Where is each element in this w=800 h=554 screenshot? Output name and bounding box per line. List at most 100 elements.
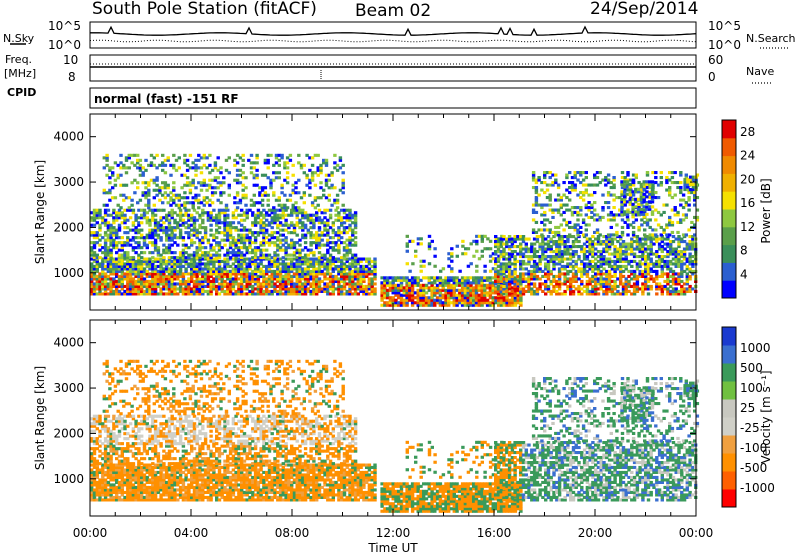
power-cell (650, 285, 653, 288)
power-cell (304, 241, 307, 244)
power-cell (336, 206, 339, 209)
power-cell (119, 174, 122, 177)
power-cell (546, 189, 549, 192)
power-cell (297, 191, 300, 194)
power-cell (601, 194, 604, 197)
power-cell (219, 166, 222, 169)
power-cell (105, 204, 108, 207)
power-cell (433, 265, 436, 268)
power-cell (483, 265, 486, 268)
power-cell (577, 255, 580, 258)
power-cell (119, 154, 122, 157)
power-cell (456, 255, 459, 258)
power-cell (167, 156, 170, 159)
power-cell (197, 194, 200, 197)
power-cell (318, 226, 321, 229)
power-cell (585, 171, 588, 174)
power-cell (342, 191, 345, 194)
power-cell (585, 228, 588, 231)
power-cell (612, 206, 615, 209)
power-cell (193, 241, 196, 244)
power-cell (244, 194, 247, 197)
power-cell (209, 229, 212, 232)
power-cell (336, 194, 339, 197)
power-cell (575, 250, 578, 253)
power-cell (610, 226, 613, 229)
power-cell (513, 292, 516, 295)
power-cell (164, 171, 167, 174)
power-cell (562, 181, 565, 184)
power-cell (537, 176, 540, 179)
power-cell (433, 255, 436, 258)
power-cell (189, 189, 192, 192)
power-cell (568, 171, 571, 174)
power-cell (342, 171, 345, 174)
power-cell (123, 214, 126, 217)
power-cell (228, 156, 231, 159)
power-cell (236, 191, 239, 194)
power-cell (222, 181, 225, 184)
power-cell (612, 184, 615, 187)
power-cell (209, 224, 212, 227)
power-cell (328, 199, 331, 202)
freq-tick-bottom: 8 (68, 70, 76, 84)
power-cell (130, 204, 133, 207)
power-cell (140, 221, 143, 224)
power-cell (554, 174, 557, 177)
power-cell (475, 240, 478, 243)
power-cell (154, 214, 157, 217)
power-cell (204, 246, 207, 249)
power-cell (286, 166, 289, 169)
power-cell (533, 282, 536, 285)
power-cell (182, 236, 185, 239)
power-cell (255, 161, 258, 164)
power-cell (183, 191, 186, 194)
power-cell (178, 156, 181, 159)
power-cell (151, 256, 154, 259)
noise-tick-top-right: 10^5 (708, 19, 741, 33)
power-cell (272, 206, 275, 209)
power-cell (189, 154, 192, 157)
power-cell (242, 171, 245, 174)
power-cell (549, 204, 552, 207)
power-cell (406, 235, 409, 238)
power-cell (596, 176, 599, 179)
power-cell (130, 199, 133, 202)
power-cell (161, 154, 164, 157)
power-cell (198, 231, 201, 234)
power-cell (219, 171, 222, 174)
power-cell (543, 211, 546, 214)
power-cell (303, 164, 306, 167)
power-cell (333, 186, 336, 189)
power-cell (297, 179, 300, 182)
power-cell (585, 189, 588, 192)
noise-tick-top: 10^5 (48, 19, 81, 33)
power-cell (183, 154, 186, 157)
power-cell (107, 209, 110, 212)
power-cell (289, 154, 292, 157)
power-cell (201, 219, 204, 222)
power-cell (582, 218, 585, 221)
power-cell (155, 154, 158, 157)
freq-tick-top: 10 (63, 53, 78, 67)
power-cell (278, 176, 281, 179)
power-cell (565, 204, 568, 207)
power-cell (164, 164, 167, 167)
power-cell (420, 270, 423, 273)
power-cell (527, 238, 530, 241)
power-cell (308, 194, 311, 197)
power-cell (342, 204, 345, 207)
power-cell (261, 204, 264, 207)
power-cell (217, 176, 220, 179)
date-title: 24/Sep/2014 (590, 0, 698, 19)
power-cell (132, 209, 135, 212)
power-cell (219, 201, 222, 204)
power-cell (236, 161, 239, 164)
power-cell (483, 270, 486, 273)
power-cell (186, 159, 189, 162)
power-heatmap-cells (90, 154, 699, 307)
power-cell (242, 164, 245, 167)
power-cell (228, 171, 231, 174)
power-cell (283, 194, 286, 197)
power-cell (296, 234, 299, 237)
